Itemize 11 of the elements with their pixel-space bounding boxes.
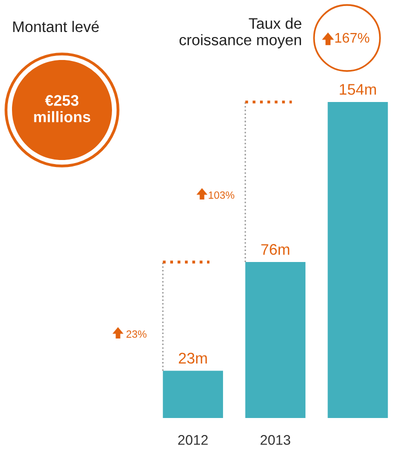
text: Montant levé <box>13 20 99 32</box>
data-label: 76m <box>261 244 290 255</box>
text: 167% <box>335 32 370 43</box>
data-label: 23m <box>178 352 207 364</box>
text: Taux de croissance moyen <box>180 18 302 48</box>
text: 23% <box>126 330 146 338</box>
data-label: 154m <box>340 84 376 95</box>
annotation: 103% <box>208 191 234 199</box>
x-tick-label: 2013 <box>260 435 290 445</box>
text: €253 millions <box>34 95 90 122</box>
x-tick-label: 2012 <box>178 435 208 445</box>
